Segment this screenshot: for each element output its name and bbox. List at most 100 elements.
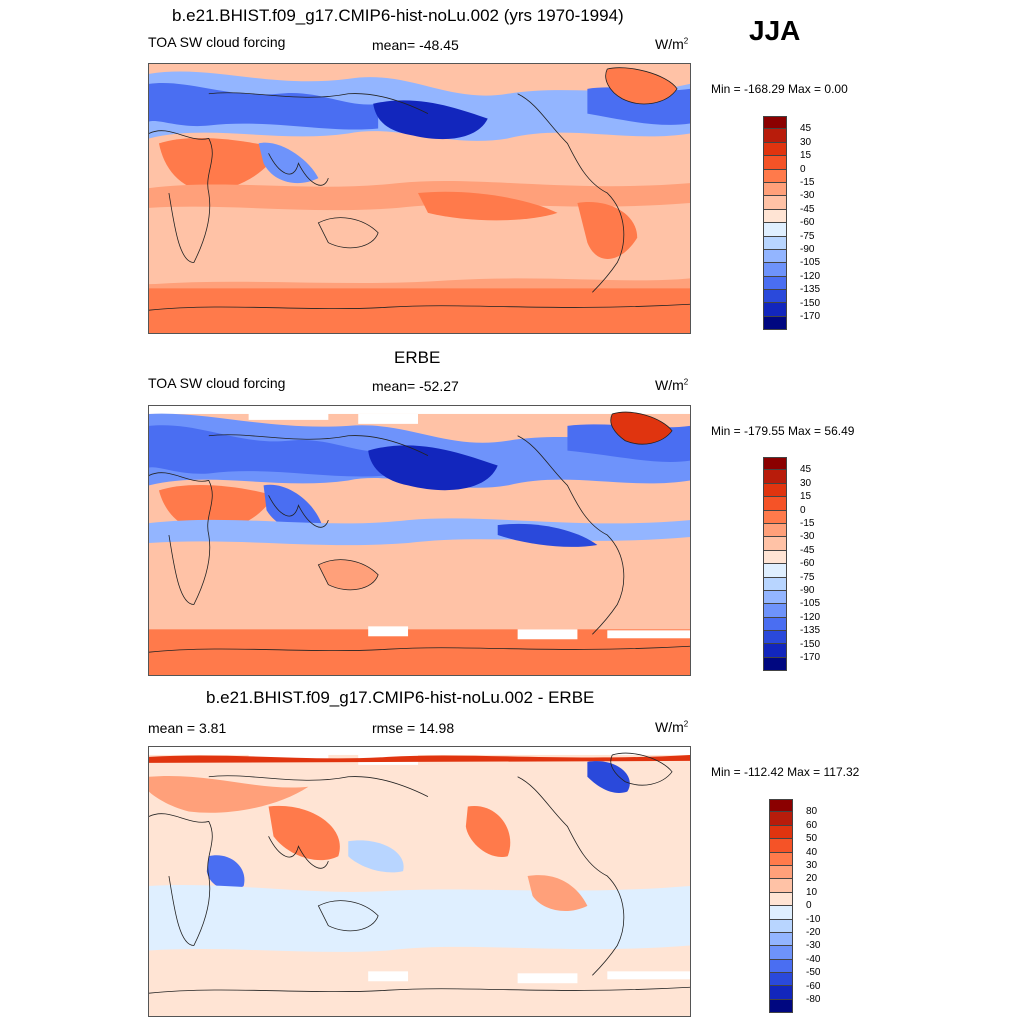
colorbar-tick-label: 50	[806, 833, 818, 845]
colorbar-swatch	[763, 483, 787, 498]
colorbar-swatch	[763, 631, 787, 645]
colorbar-tick-label: -75	[800, 230, 815, 242]
colorbar-swatch	[763, 604, 787, 618]
colorbar-tick-label: -120	[800, 270, 821, 282]
panel-2-colorbar-boxes	[763, 457, 787, 672]
colorbar-swatch	[763, 617, 787, 632]
colorbar-tick-label: -105	[800, 598, 821, 610]
panel-1-mean-label: mean= -48.45	[372, 37, 459, 53]
colorbar-swatch	[763, 577, 787, 591]
colorbar-tick-label: -15	[800, 177, 815, 188]
colorbar-tick-label: -30	[800, 531, 815, 543]
colorbar-tick-label: -120	[800, 611, 821, 623]
colorbar-swatch	[763, 537, 787, 551]
colorbar-tick-label: -150	[800, 638, 821, 650]
colorbar-swatch	[763, 550, 787, 565]
colorbar-tick-label: 0	[800, 504, 806, 516]
colorbar-swatch	[763, 223, 787, 237]
colorbar-tick-label: 45	[800, 123, 812, 135]
colorbar-tick-label: -60	[800, 558, 815, 570]
panel-3-mean-label: mean = 3.81	[148, 720, 227, 736]
colorbar-swatch	[769, 825, 793, 840]
colorbar-tick-label: 15	[800, 491, 812, 503]
panel-2-mean-label: mean= -52.27	[372, 378, 459, 394]
colorbar-tick-label: 0	[806, 900, 812, 912]
colorbar-swatch	[763, 249, 787, 264]
panel-3-rmse-label: rmse = 14.98	[372, 720, 455, 736]
panel-2-minmax: Min = -179.55 Max = 56.49	[711, 424, 855, 438]
colorbar-swatch	[769, 946, 793, 960]
colorbar-swatch	[763, 129, 787, 143]
colorbar-swatch	[763, 523, 787, 538]
colorbar-swatch	[763, 470, 787, 484]
panel-2-title: ERBE	[394, 348, 441, 367]
colorbar-swatch	[763, 457, 787, 471]
colorbar-tick-label: 45	[800, 464, 812, 476]
colorbar-tick-label: 20	[806, 873, 818, 885]
colorbar-tick-label: 0	[800, 163, 806, 175]
colorbar-tick-label: 15	[800, 150, 812, 162]
panel-1-colorbar-boxes	[763, 116, 787, 331]
season-label: JJA	[749, 15, 801, 46]
colorbar-swatch	[763, 564, 787, 578]
panel-2-variable-label: TOA SW cloud forcing	[148, 375, 286, 391]
colorbar-swatch	[769, 919, 793, 933]
colorbar-tick-label: -60	[806, 980, 821, 992]
colorbar-swatch	[769, 839, 793, 853]
colorbar-swatch	[763, 497, 787, 511]
colorbar-tick-label: -135	[800, 284, 821, 296]
colorbar-swatch	[763, 116, 787, 130]
colorbar-tick-label: -60	[800, 217, 815, 229]
colorbar-swatch	[763, 263, 787, 277]
colorbar-tick-label: 30	[806, 860, 818, 871]
panel-1-units-label: W/m2	[655, 36, 689, 52]
colorbar-swatch	[763, 169, 787, 183]
panel-3-minmax: Min = -112.42 Max = 117.32	[711, 765, 860, 779]
colorbar-swatch	[769, 879, 793, 893]
colorbar-swatch	[769, 852, 793, 866]
colorbar-swatch	[769, 999, 793, 1014]
panel-2-units-label: W/m2	[655, 377, 689, 393]
panel-1-title: b.e21.BHIST.f09_g17.CMIP6-hist-noLu.002 …	[172, 6, 624, 25]
colorbar-tick-label: -30	[806, 940, 821, 952]
panel-2-colorbar: 45 30 15 0 -15 -30 -45 -60 -75 -90 -105 -120 -135 -15…	[763, 457, 820, 672]
colorbar-tick-label: 30	[800, 477, 812, 489]
colorbar-swatch	[763, 276, 787, 291]
colorbar-tick-label: -105	[800, 257, 821, 269]
panel-1-colorbar: 45 30 15 0 -15 -30 -45 -60 -75 -90 -105 -120 -135 -15…	[763, 116, 820, 331]
colorbar-tick-label: -45	[800, 544, 815, 556]
colorbar-swatch	[763, 303, 787, 317]
panel-1-minmax: Min = -168.29 Max = 0.00	[711, 82, 848, 96]
colorbar-swatch	[763, 316, 787, 331]
colorbar-tick-label: 80	[806, 806, 818, 818]
panel-3-colorbar: 80 60 50 40 30 20 10 0 -10 -20 -30 -40 -50 -60 -80	[769, 799, 820, 1014]
colorbar-swatch	[763, 156, 787, 170]
panel-3-map	[148, 746, 691, 1017]
panel-3-title: b.e21.BHIST.f09_g17.CMIP6-hist-noLu.002 …	[206, 688, 595, 707]
colorbar-tick-label: -135	[800, 625, 821, 637]
colorbar-tick-label: -90	[800, 244, 815, 255]
colorbar-swatch	[763, 510, 787, 524]
colorbar-tick-label: -170	[800, 652, 821, 663]
colorbar-swatch	[763, 182, 787, 197]
colorbar-tick-label: -50	[806, 967, 821, 979]
colorbar-swatch	[769, 812, 793, 826]
panel-3-colorbar-boxes	[769, 799, 793, 1014]
colorbar-swatch	[769, 932, 793, 947]
panel-1-variable-label: TOA SW cloud forcing	[148, 34, 286, 50]
colorbar-swatch	[763, 644, 787, 658]
colorbar-tick-label: -150	[800, 297, 821, 309]
panel-1-map	[148, 63, 691, 334]
colorbar-swatch	[763, 590, 787, 605]
panel-3-units-label: W/m2	[655, 719, 689, 735]
colorbar-tick-label: -75	[800, 571, 815, 583]
colorbar-swatch	[769, 892, 793, 907]
colorbar-tick-label: -10	[806, 913, 821, 925]
colorbar-tick-label: -80	[806, 994, 821, 1005]
colorbar-swatch	[763, 196, 787, 210]
colorbar-swatch	[763, 209, 787, 224]
colorbar-swatch	[769, 986, 793, 1000]
colorbar-swatch	[763, 142, 787, 157]
colorbar-tick-label: 40	[806, 846, 818, 858]
colorbar-swatch	[763, 657, 787, 672]
